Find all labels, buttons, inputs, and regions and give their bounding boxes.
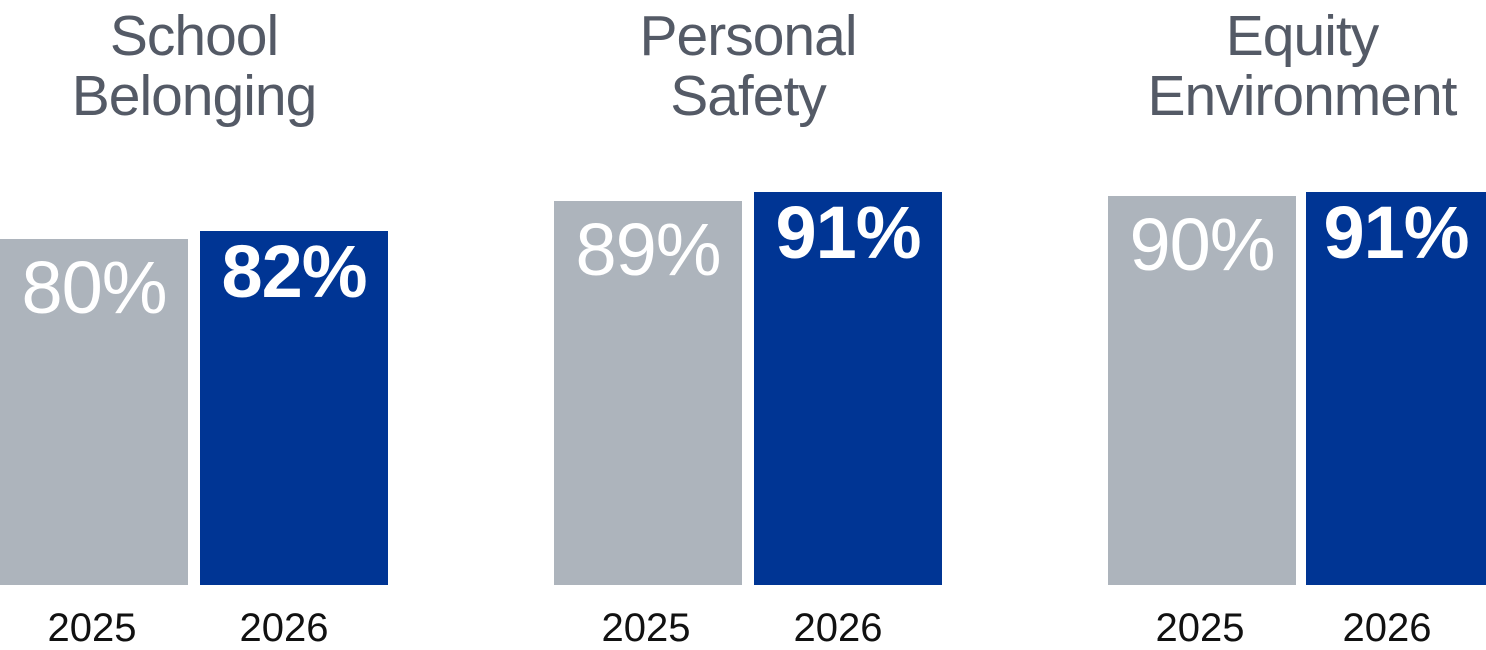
bar-2025: 90% <box>1108 196 1296 585</box>
chart-panel-school-belonging: School Belonging 80% 82% 2025 2026 <box>0 0 388 649</box>
chart-panel-equity-environment: Equity Environment 90% 91% 2025 2026 <box>1108 0 1486 649</box>
chart-title-line: Safety <box>670 64 827 128</box>
x-tick-label: 2026 <box>1342 606 1432 650</box>
chart-title-line: Environment <box>1147 64 1458 128</box>
bar-2025: 89% <box>554 201 742 585</box>
chart-title: Equity Environment <box>1048 6 1486 126</box>
x-tick-label: 2026 <box>239 606 329 650</box>
bar-2025: 80% <box>0 239 188 585</box>
bar-value-label: 91% <box>775 191 921 274</box>
bar-2026: 91% <box>754 192 942 585</box>
x-tick-label: 2026 <box>793 606 883 650</box>
x-tick-label: 2025 <box>601 606 691 650</box>
x-tick-label: 2025 <box>1155 606 1245 650</box>
x-tick-label: 2025 <box>47 606 137 650</box>
bar-value-label: 90% <box>1129 203 1275 286</box>
bar-2026: 82% <box>200 231 388 585</box>
chart-title: School Belonging <box>0 6 448 126</box>
chart-panel-personal-safety: Personal Safety 89% 91% 2025 2026 <box>554 0 942 649</box>
bar-2026: 91% <box>1306 192 1486 585</box>
bar-value-label: 91% <box>1323 191 1469 274</box>
chart-title: Personal Safety <box>494 6 1002 126</box>
chart-title-line: School <box>109 4 279 68</box>
bar-value-label: 89% <box>575 208 721 291</box>
chart-title-line: Equity <box>1225 4 1379 68</box>
bar-value-label: 80% <box>21 246 167 329</box>
chart-title-line: Belonging <box>71 64 318 128</box>
chart-title-line: Personal <box>639 4 858 68</box>
bar-value-label: 82% <box>221 230 367 313</box>
